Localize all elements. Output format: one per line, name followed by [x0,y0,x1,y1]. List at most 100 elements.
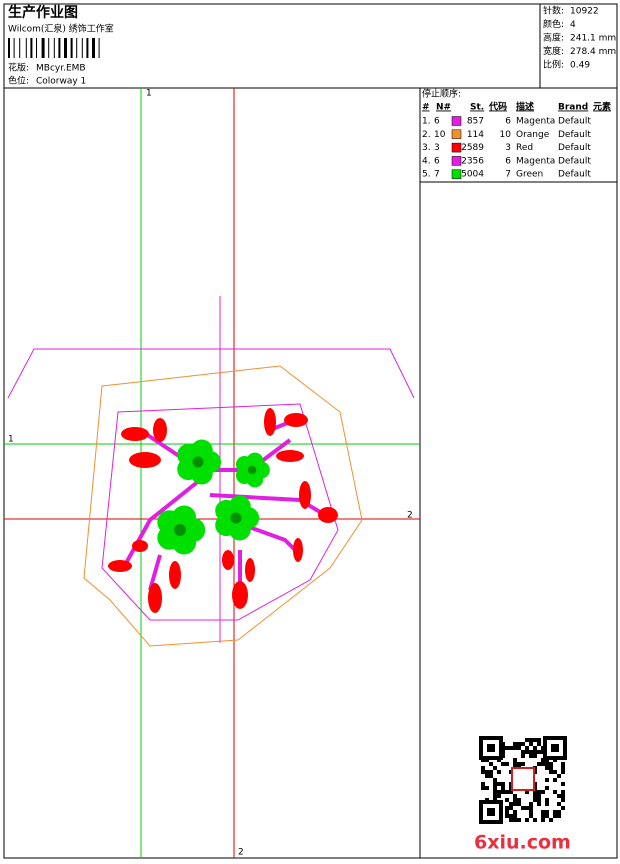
code: 7 [505,170,511,180]
row-index: 3. [422,143,431,153]
qr-cell [485,786,489,790]
flower-center [174,524,186,536]
swatch [451,169,462,179]
qr-cell [529,742,533,746]
qr-cell [517,742,521,746]
stat-label: 高度: [543,32,564,44]
qr-cell [561,806,565,810]
brand: Default [558,156,591,166]
design-name: MBcyr.EMB [36,64,86,74]
qr-cell [521,806,525,810]
column-header: 代码 [488,101,507,113]
qr-cell [549,770,553,774]
qr-cell [529,806,533,810]
column-header: N# [436,103,451,113]
bar [8,38,10,58]
company: Wilcom(汇泉) 绣饰工作室 [8,23,114,35]
bar [36,38,37,58]
qr-cell [521,762,525,766]
qr-cell [537,802,541,806]
column-header: St. [470,103,484,113]
qr-cell [529,754,533,758]
qr-cell [561,782,565,786]
bar [41,38,45,58]
code: 10 [500,130,512,140]
watermark: 6xiu.com [474,832,571,854]
qr-cell [553,770,557,774]
qr-cell [525,806,529,810]
code: 3 [505,143,511,153]
qr-cell [513,810,517,814]
guide-label: 2 [238,848,244,858]
label: 色位: [8,75,29,87]
qr-cell [549,766,553,770]
stat-value: 10922 [570,7,599,17]
qr-cell [513,742,517,746]
stat-label: 比例: [543,59,564,71]
qr-cell [485,774,489,778]
qr-cell [509,790,513,794]
stitches: 2356 [461,156,484,166]
flower-center [247,465,257,475]
row-index: 2. [422,130,431,140]
qr-cell [529,738,533,742]
qr-cell [517,746,521,750]
bar [19,38,21,58]
qr-cell [533,794,537,798]
qr-cell [545,766,549,770]
guide-label: 1 [146,89,152,99]
qr-cell [529,814,533,818]
qr-cell [493,786,497,790]
qr-cell [561,794,565,798]
qr-cell [517,762,521,766]
qr-cell [529,802,533,806]
qr-finder [487,744,495,752]
stat-value: 241.1 mm [570,34,616,44]
qr-cell [533,798,537,802]
qr-cell [545,798,549,802]
qr-cell [557,810,561,814]
bar [13,38,15,58]
qr-cell [533,754,537,758]
stat-label: 针数: [543,5,564,17]
qr-cell [537,794,541,798]
bar [98,38,100,58]
stat-label: 宽度: [543,45,564,57]
qr-cell [481,782,485,786]
qr-cell [513,814,517,818]
petal [190,439,213,462]
qr-cell [549,818,553,822]
qr-cell [513,802,517,806]
description: Red [516,143,533,153]
qr-cell [501,790,505,794]
bar [58,38,61,58]
qr-cell [493,790,497,794]
qr-cell [497,794,501,798]
stitches: 2589 [461,143,484,153]
needle: 7 [434,170,440,180]
qr-cell [509,746,513,750]
qr-cell [505,762,509,766]
qr-cell [501,786,505,790]
qr-cell [513,818,517,822]
qr-cell [489,770,493,774]
stat-value: 4 [570,20,576,30]
stop-title: 停止顺序: [422,88,461,100]
design [7,296,415,647]
description: Magenta [516,156,555,166]
bar [70,38,73,58]
row-index: 4. [422,156,431,166]
qr-cell [541,814,545,818]
qr-cell [509,806,513,810]
qr-cell [553,790,557,794]
qr-cell [533,750,537,754]
qr-cell [497,790,501,794]
qr-cell [505,806,509,810]
bar [81,38,83,58]
label: 花版: [8,62,29,74]
bar [86,38,89,58]
stitches: 857 [467,117,484,127]
qr-cell [545,802,549,806]
description: Magenta [516,117,555,127]
